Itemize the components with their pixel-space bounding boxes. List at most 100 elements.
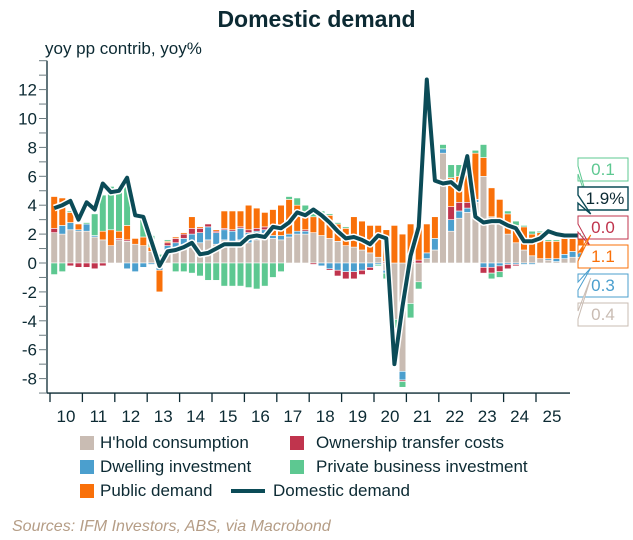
bar-public-demand: [172, 236, 180, 239]
bar-ownership-transfer-costs: [496, 265, 504, 272]
bar-public-demand: [212, 229, 220, 232]
y-tick-label: -4: [22, 312, 37, 331]
bar-h-hold-consumption: [277, 239, 285, 264]
legend-swatch: [80, 460, 94, 474]
bar-dwelling-investment: [479, 262, 488, 268]
bar-h-hold-consumption: [447, 230, 455, 264]
bar-dwelling-investment: [496, 262, 504, 267]
bar-ownership-transfer-costs: [50, 228, 58, 233]
bar-private-business-investment: [471, 149, 480, 154]
bar-dwelling-investment: [196, 232, 204, 244]
bar-h-hold-consumption: [463, 212, 471, 264]
callout-box: [577, 157, 629, 211]
bar-h-hold-consumption: [293, 233, 301, 264]
bar-public-demand: [269, 209, 277, 236]
bar-dwelling-investment: [325, 262, 334, 270]
bar-dwelling-investment: [269, 235, 277, 239]
bar-ownership-transfer-costs: [196, 228, 204, 233]
bar-private-business-investment: [374, 264, 382, 267]
bar-ownership-transfer-costs: [325, 268, 334, 271]
bar-h-hold-consumption: [528, 255, 536, 264]
bar-ownership-transfer-costs: [512, 264, 520, 267]
legend-label: Private business investment: [316, 457, 528, 476]
y-tick-label: 4: [28, 196, 37, 215]
legend-label: H'hold consumption: [100, 433, 249, 452]
bar-public-demand: [155, 269, 164, 293]
bar-private-business-investment: [261, 262, 269, 287]
x-tick-label: 24: [510, 407, 529, 426]
bar-private-business-investment: [245, 262, 253, 288]
bar-public-demand: [423, 223, 431, 254]
callout-box: [577, 215, 629, 248]
legend-label: Public demand: [100, 481, 213, 500]
bar-private-business-investment: [269, 262, 277, 278]
bar-public-demand: [123, 225, 131, 241]
bar-dwelling-investment: [317, 262, 326, 267]
bar-h-hold-consumption: [544, 259, 552, 264]
bar-ownership-transfer-costs: [504, 264, 512, 270]
x-tick-label: 10: [57, 407, 76, 426]
bar-ownership-transfer-costs: [309, 262, 318, 265]
bar-public-demand: [309, 216, 318, 233]
callout-box: [577, 277, 629, 327]
callout-label: 1.9%: [586, 189, 625, 208]
bar-h-hold-consumption: [285, 236, 293, 264]
bar-ownership-transfer-costs: [479, 267, 488, 274]
bar-h-hold-consumption: [439, 152, 447, 264]
bar-h-hold-consumption: [309, 232, 318, 264]
bar-dwelling-investment: [131, 262, 139, 272]
x-tick-label: 18: [316, 407, 335, 426]
bar-h-hold-consumption: [66, 229, 74, 264]
latest-value-callouts: 0.1 1.9% 0.0 1.1 0.3 0.4: [577, 157, 629, 327]
bar-public-demand: [139, 236, 147, 246]
bar-private-business-investment: [236, 262, 245, 287]
y-axis-label: yoy pp contrib, yoy%: [45, 39, 202, 58]
bar-ownership-transfer-costs: [164, 242, 172, 246]
x-tick-label: 11: [90, 407, 108, 426]
domestic-demand-line-group: [53, 76, 581, 368]
bar-ownership-transfer-costs: [91, 262, 99, 270]
bar-dwelling-investment: [293, 230, 301, 235]
bar-h-hold-consumption: [334, 241, 342, 264]
bar-private-business-investment: [83, 222, 91, 225]
bar-h-hold-consumption: [301, 233, 309, 264]
y-tick-label: 8: [28, 138, 37, 157]
bar-dwelling-investment: [58, 225, 66, 235]
bar-dwelling-investment: [520, 262, 528, 265]
bar-private-business-investment: [196, 262, 204, 277]
bar-dwelling-investment: [204, 226, 212, 241]
callout-label: 0.4: [591, 305, 615, 324]
callout-box: [577, 186, 629, 215]
bar-ownership-transfer-costs: [172, 238, 180, 244]
latest-callout: 0.3: [577, 267, 629, 298]
legend-swatch: [290, 460, 304, 474]
callout-box: [577, 267, 629, 298]
bar-h-hold-consumption: [99, 239, 107, 264]
bar-h-hold-consumption: [350, 246, 358, 264]
bar-private-business-investment: [188, 262, 196, 274]
bar-private-business-investment: [293, 197, 301, 206]
bar-private-business-investment: [277, 262, 285, 272]
bar-h-hold-consumption: [358, 249, 366, 264]
bar-h-hold-consumption: [520, 249, 528, 264]
bar-public-demand: [131, 238, 139, 245]
latest-callout: 1.1: [577, 234, 629, 269]
bar-dwelling-investment: [487, 262, 496, 268]
bar-ownership-transfer-costs: [245, 229, 253, 233]
bar-dwelling-investment: [301, 230, 309, 235]
bar-public-demand: [431, 216, 439, 239]
bar-ownership-transfer-costs: [180, 233, 188, 239]
x-tick-label: 22: [445, 407, 464, 426]
y-tick-label: -2: [22, 283, 37, 302]
legend-label: Domestic demand: [273, 481, 411, 500]
chart-title: Domestic demand: [217, 6, 416, 32]
bar-h-hold-consumption: [455, 217, 463, 264]
bar-dwelling-investment: [398, 371, 407, 381]
bar-dwelling-investment: [334, 262, 342, 271]
x-tick-label: 17: [283, 407, 302, 426]
bar-ownership-transfer-costs: [447, 206, 455, 220]
bar-public-demand: [390, 225, 399, 264]
bar-public-demand: [236, 210, 245, 228]
bar-h-hold-consumption: [269, 238, 277, 264]
bar-public-demand: [220, 210, 228, 229]
